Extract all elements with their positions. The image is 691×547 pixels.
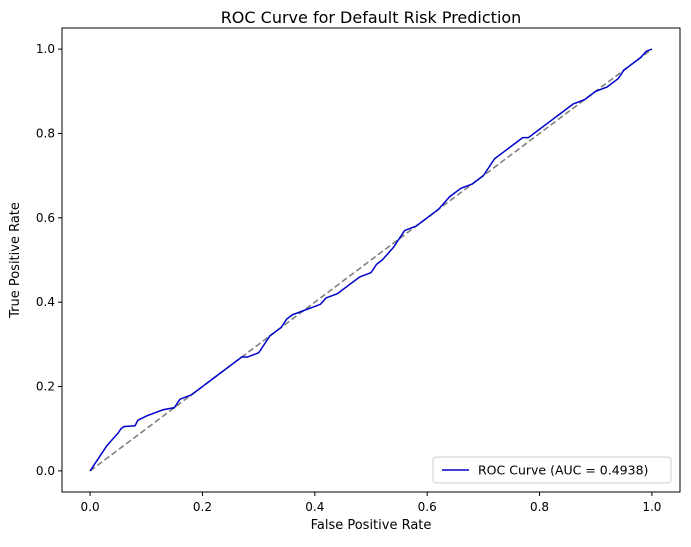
- y-tick-label: 0.0: [36, 464, 55, 478]
- x-tick-label: 0.4: [305, 500, 324, 514]
- x-tick-label: 1.0: [642, 500, 661, 514]
- x-tick-label: 0.2: [193, 500, 212, 514]
- x-tick-label: 0.0: [81, 500, 100, 514]
- legend: ROC Curve (AUC = 0.4938): [432, 456, 672, 484]
- x-axis: 0.0 0.2 0.4 0.6 0.8 1.0: [81, 492, 661, 514]
- plot-area: [89, 48, 653, 472]
- x-tick-label: 0.8: [530, 500, 549, 514]
- y-axis: 0.0 0.2 0.4 0.6 0.8 1.0: [36, 42, 62, 478]
- y-tick-label: 1.0: [36, 42, 55, 56]
- y-tick-label: 0.6: [36, 211, 55, 225]
- y-tick-label: 0.4: [36, 295, 55, 309]
- x-axis-label: False Positive Rate: [311, 518, 432, 533]
- y-axis-label: True Positive Rate: [8, 202, 23, 319]
- plot-frame: [61, 27, 681, 493]
- x-tick-label: 0.6: [418, 500, 437, 514]
- legend-box: [432, 456, 672, 484]
- chart-title: ROC Curve for Default Risk Prediction: [221, 8, 522, 27]
- reference-diagonal-line: [89, 48, 653, 472]
- y-tick-label: 0.8: [36, 126, 55, 140]
- y-tick-label: 0.2: [36, 380, 55, 394]
- legend-label: ROC Curve (AUC = 0.4938): [478, 463, 648, 478]
- roc-curve-line: [89, 48, 653, 472]
